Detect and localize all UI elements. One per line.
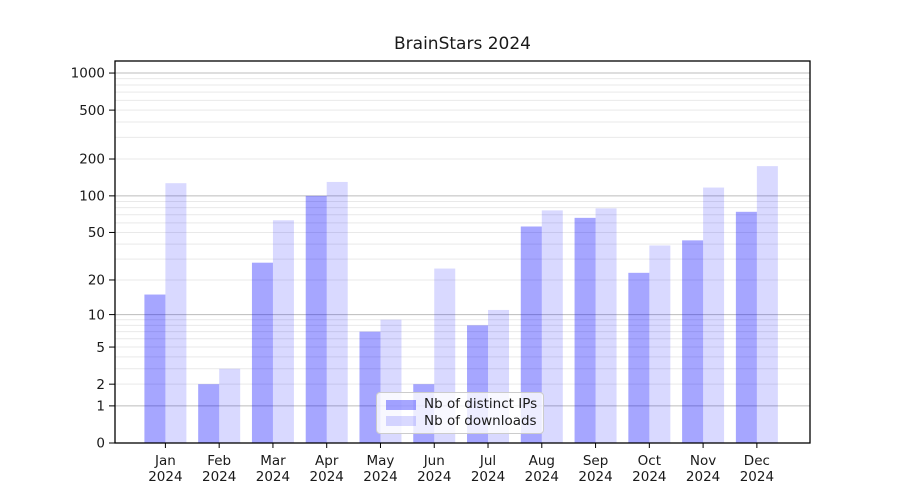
bar-distinct-ips-nov — [682, 240, 704, 443]
bar-distinct-ips-sep — [574, 217, 596, 443]
bar-distinct-ips-jan — [144, 294, 166, 443]
y-tick-label: 1000 — [71, 66, 105, 82]
bar-downloads-nov — [703, 187, 725, 443]
x-tick-label: Jan 2024 — [148, 453, 182, 485]
legend: Nb of distinct IPs Nb of downloads — [376, 392, 544, 434]
bar-downloads-jan — [165, 183, 187, 443]
y-tick-label: 2 — [96, 377, 105, 393]
y-tick-label: 20 — [88, 273, 105, 289]
y-tick-label: 1 — [96, 399, 105, 415]
bar-distinct-ips-oct — [628, 272, 650, 443]
legend-entry-downloads: Nb of downloads — [386, 412, 537, 429]
bar-distinct-ips-feb — [198, 384, 220, 443]
bar-downloads-feb — [219, 368, 241, 443]
bar-distinct-ips-aug — [520, 226, 542, 443]
x-tick-label: Feb 2024 — [202, 453, 236, 485]
x-tick-label: Mar 2024 — [256, 453, 290, 485]
y-tick-label: 500 — [79, 103, 105, 119]
x-tick-label: May 2024 — [363, 453, 397, 485]
bar-downloads-oct — [649, 245, 671, 443]
x-tick-label: Oct 2024 — [632, 453, 666, 485]
y-tick-label: 10 — [88, 307, 105, 323]
legend-swatch-distinct-ips — [386, 399, 416, 410]
y-tick-label: 200 — [79, 152, 105, 168]
bar-distinct-ips-may — [359, 331, 381, 443]
legend-entry-distinct-ips: Nb of distinct IPs — [386, 396, 538, 412]
bar-distinct-ips-mar — [251, 262, 273, 443]
chart-title: BrainStars 2024 — [394, 34, 531, 54]
legend-label-downloads: Nb of downloads — [424, 412, 537, 429]
legend-swatch-downloads — [386, 416, 416, 427]
bar-distinct-ips-dec — [735, 211, 757, 443]
y-tick-label: 5 — [96, 340, 105, 356]
y-tick-label: 0 — [96, 436, 105, 452]
x-tick-label: Sep 2024 — [578, 453, 612, 485]
x-tick-label: Aug 2024 — [525, 453, 559, 485]
bar-distinct-ips-apr — [305, 195, 327, 443]
y-tick-label: 100 — [79, 189, 105, 205]
x-tick-label: Apr 2024 — [310, 453, 344, 485]
bar-downloads-mar — [272, 220, 294, 443]
bar-downloads-apr — [326, 181, 348, 444]
axis-frame — [114, 60, 811, 444]
legend-label-distinct-ips: Nb of distinct IPs — [424, 396, 538, 412]
y-tick-label: 50 — [88, 225, 105, 241]
bar-downloads-dec — [756, 166, 778, 443]
x-tick-label: Jun 2024 — [417, 453, 451, 485]
x-tick-label: Jul 2024 — [471, 453, 505, 485]
bar-downloads-aug — [541, 210, 563, 443]
x-tick-label: Dec 2024 — [740, 453, 774, 485]
x-tick-label: Nov 2024 — [686, 453, 720, 485]
bar-downloads-sep — [595, 208, 617, 443]
